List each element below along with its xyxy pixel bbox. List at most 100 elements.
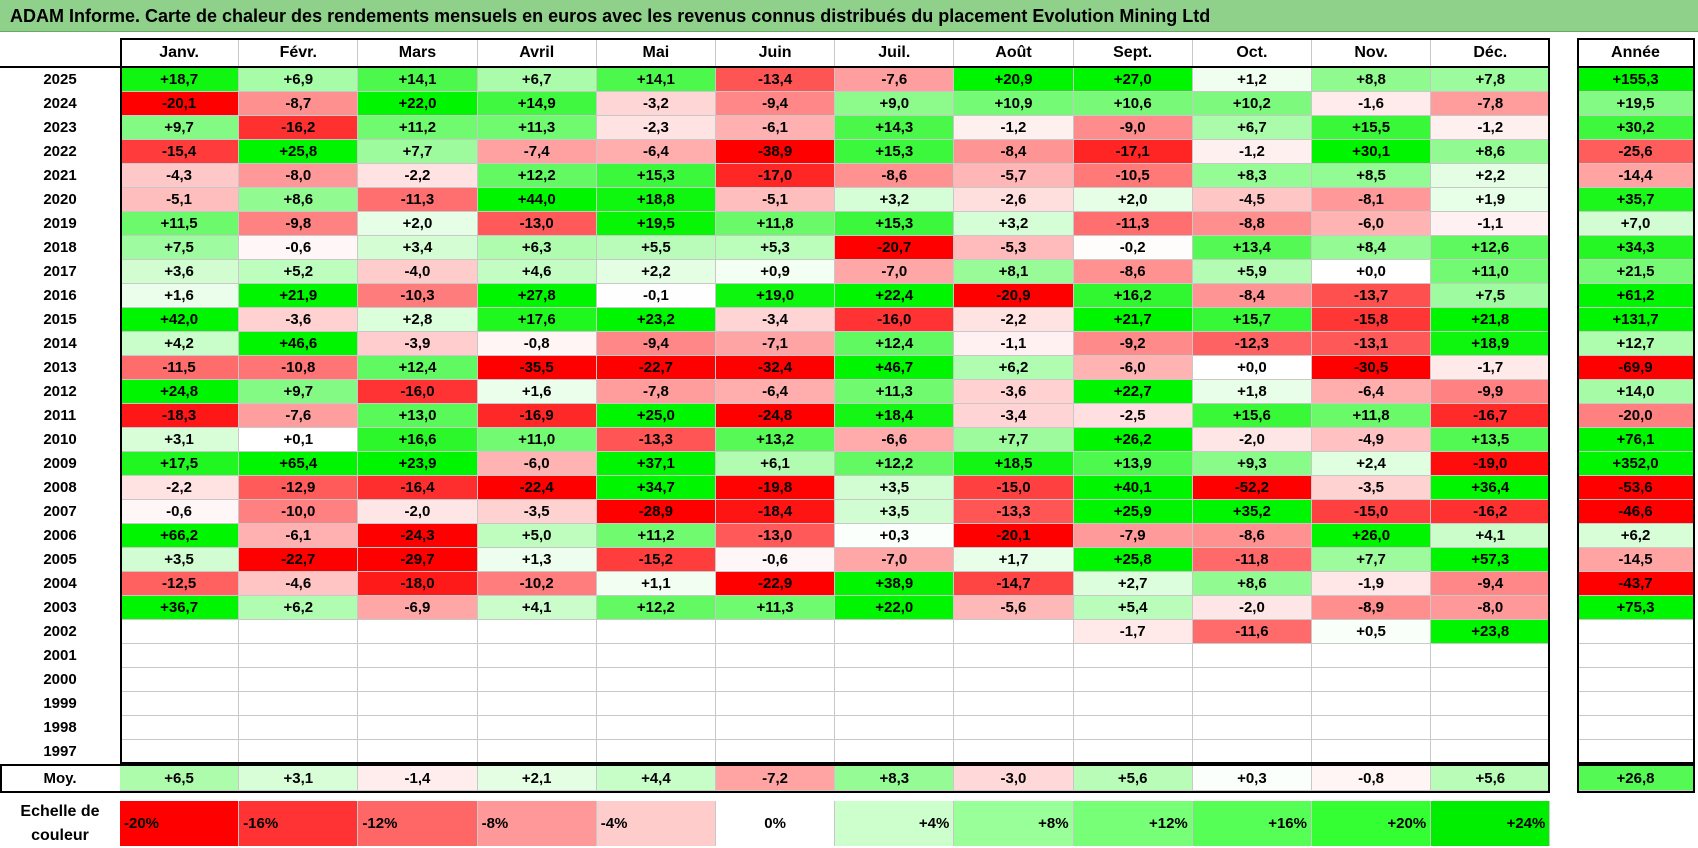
heatmap-cell: -6,1 [716, 116, 836, 140]
heatmap-cell [1312, 668, 1432, 692]
annual-cell: +155,3 [1577, 68, 1695, 92]
heatmap-cell: -16,2 [239, 116, 359, 140]
average-cell: -1,4 [358, 766, 478, 791]
annual-cell [1577, 740, 1695, 764]
annual-cell: +75,3 [1577, 596, 1695, 620]
year-label: 2004 [43, 575, 77, 592]
heatmap-cell [477, 692, 597, 716]
heatmap-cell: -52,2 [1192, 476, 1312, 500]
heatmap-cell: -7,1 [716, 332, 836, 356]
heatmap-cell: -18,4 [716, 500, 836, 524]
heatmap-cell: +1,2 [1192, 68, 1312, 92]
annual-cell: +35,7 [1577, 188, 1695, 212]
heatmap-cell: -7,0 [835, 548, 955, 572]
heatmap-cell [835, 644, 955, 668]
heatmap-cell: -9,2 [1073, 332, 1193, 356]
heatmap-cell: +3,5 [835, 476, 955, 500]
heatmap-cell: -6,4 [716, 380, 836, 404]
annual-cell [1577, 668, 1695, 692]
heatmap-cell [477, 740, 597, 764]
heatmap-cell [239, 692, 359, 716]
heatmap-cell: -15,2 [596, 548, 716, 572]
heatmap-cell: -15,8 [1312, 308, 1432, 332]
heatmap-cell: -8,9 [1312, 596, 1432, 620]
year-label: 2006 [43, 527, 77, 544]
heatmap-cell: -2,0 [1192, 428, 1312, 452]
color-scale-label-line2: couleur [31, 827, 89, 844]
heatmap-cell [477, 716, 597, 740]
heatmap-cell: -16,0 [835, 308, 955, 332]
year-label: 1998 [43, 719, 77, 736]
heatmap-cell: -29,7 [358, 548, 478, 572]
heatmap-cell: +36,4 [1431, 476, 1551, 500]
heatmap-cell: -1,6 [1312, 92, 1432, 116]
heatmap-cell: -10,2 [477, 572, 597, 596]
heatmap-cell: +25,9 [1073, 500, 1193, 524]
heatmap-cell: -7,0 [835, 260, 955, 284]
heatmap-cell: -11,3 [358, 188, 478, 212]
heatmap-cell: -2,2 [358, 164, 478, 188]
heatmap-cell: -10,8 [239, 356, 359, 380]
heatmap-cell: -13,0 [716, 524, 836, 548]
heatmap-cell [358, 716, 478, 740]
heatmap-cell [1431, 644, 1551, 668]
heatmap-cell [596, 644, 716, 668]
heatmap-cell: +14,9 [477, 92, 597, 116]
heatmap-cell: +23,9 [358, 452, 478, 476]
heatmap-cell [1192, 716, 1312, 740]
year-label: 2012 [43, 383, 77, 400]
color-scale-cell: +4% [835, 801, 955, 846]
heatmap-cell: +13,5 [1431, 428, 1551, 452]
heatmap-cell: -17,1 [1073, 140, 1193, 164]
heatmap-cell [1431, 740, 1551, 764]
heatmap-cell: -22,7 [596, 356, 716, 380]
year-label: 2001 [43, 647, 77, 664]
color-scale-cell: +16% [1192, 801, 1312, 846]
heatmap-cell [120, 620, 240, 644]
heatmap-cell: -3,5 [1312, 476, 1432, 500]
heatmap-cell: -7,8 [1431, 92, 1551, 116]
heatmap-cell: -6,4 [596, 140, 716, 164]
year-label: 2021 [43, 167, 77, 184]
heatmap-cell [716, 716, 836, 740]
heatmap-cell: -13,4 [716, 68, 836, 92]
average-cell: -3,0 [954, 766, 1074, 791]
heatmap-cell: -7,9 [1073, 524, 1193, 548]
heatmap-cell [477, 644, 597, 668]
heatmap-cell: -7,6 [835, 68, 955, 92]
heatmap-cell: +2,4 [1312, 452, 1432, 476]
heatmap-cell: +13,2 [716, 428, 836, 452]
heatmap-cell: +11,2 [358, 116, 478, 140]
heatmap-cell: -2,0 [1192, 596, 1312, 620]
heatmap-cell: -1,2 [1431, 116, 1551, 140]
heatmap-cell: -19,0 [1431, 452, 1551, 476]
year-label: 2020 [43, 191, 77, 208]
heatmap-cell: -11,5 [120, 356, 240, 380]
heatmap-cell: +8,1 [954, 260, 1074, 284]
heatmap-cell [954, 644, 1074, 668]
heatmap-cell [358, 668, 478, 692]
heatmap-cell: -3,6 [239, 308, 359, 332]
annual-cell [1577, 692, 1695, 716]
heatmap-cell: -4,0 [358, 260, 478, 284]
heatmap-cell [835, 668, 955, 692]
heatmap-cell: +36,7 [120, 596, 240, 620]
heatmap-cell: +2,8 [358, 308, 478, 332]
heatmap-cell: +1,6 [477, 380, 597, 404]
heatmap-cell: +5,3 [716, 236, 836, 260]
heatmap-cell: -6,0 [1073, 356, 1193, 380]
annual-cell: +12,7 [1577, 332, 1695, 356]
heatmap-cell: +11,5 [120, 212, 240, 236]
heatmap-cell: -4,9 [1312, 428, 1432, 452]
month-header: Août [954, 38, 1074, 68]
heatmap-cell: -7,8 [596, 380, 716, 404]
heatmap-cell [716, 692, 836, 716]
heatmap-cell: -9,9 [1431, 380, 1551, 404]
annual-cell: +7,0 [1577, 212, 1695, 236]
year-label: 2025 [43, 71, 77, 88]
heatmap-cell: +3,6 [120, 260, 240, 284]
heatmap-cell: +15,3 [596, 164, 716, 188]
heatmap-cell: +0,1 [239, 428, 359, 452]
heatmap-cell: -0,1 [596, 284, 716, 308]
